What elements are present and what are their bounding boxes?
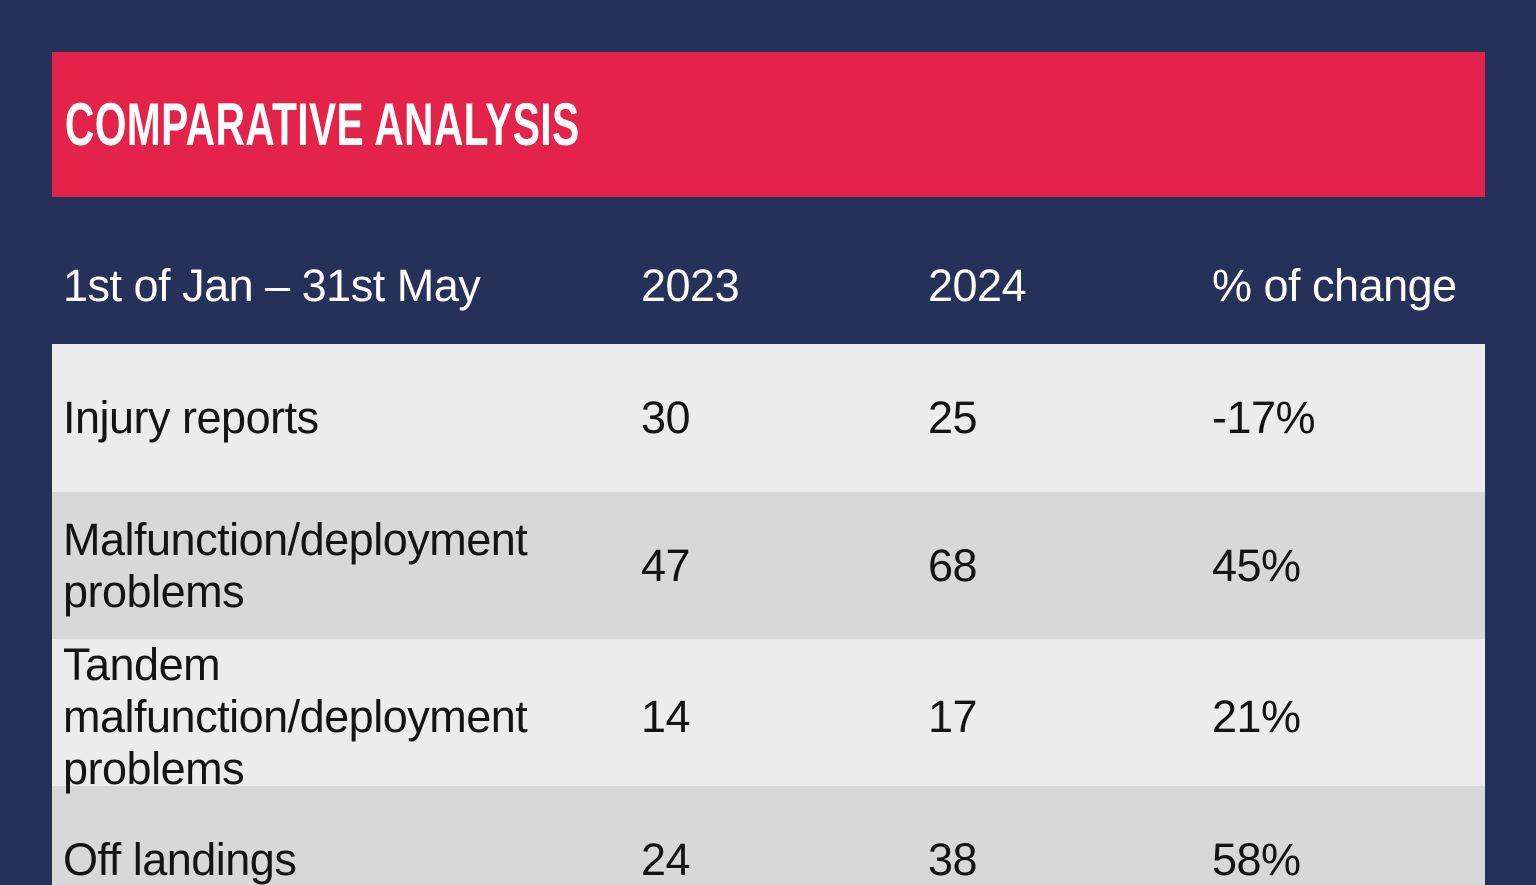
value-2023: 24 bbox=[641, 833, 691, 885]
value-2023: 14 bbox=[641, 691, 691, 742]
column-header-period: 1st of Jan – 31st May bbox=[63, 260, 481, 311]
value-2024: 17 bbox=[928, 691, 978, 742]
page-title: COMPARATIVE ANALYSIS bbox=[64, 91, 580, 158]
value-percent-change: -17% bbox=[1212, 392, 1316, 443]
row-label: Tandem malfunction/deployment problems bbox=[63, 639, 528, 794]
title-banner: COMPARATIVE ANALYSIS bbox=[52, 52, 1485, 197]
value-percent-change: 21% bbox=[1212, 691, 1301, 742]
column-header-percent-change: % of change bbox=[1212, 260, 1457, 311]
value-2023: 47 bbox=[641, 539, 691, 591]
table-row-off-landings: Off landings 24 38 58% bbox=[52, 786, 1485, 885]
value-2024: 38 bbox=[928, 833, 978, 885]
value-2023: 30 bbox=[641, 392, 691, 443]
column-header-2024: 2024 bbox=[928, 260, 1027, 311]
column-header-2023: 2023 bbox=[641, 260, 740, 311]
row-label: Off landings bbox=[63, 833, 297, 885]
row-label: Malfunction/deployment problems bbox=[63, 513, 528, 617]
value-2024: 25 bbox=[928, 392, 978, 443]
table-row-injury-reports: Injury reports 30 25 -17% bbox=[52, 344, 1485, 492]
comparison-table: 1st of Jan – 31st May 2023 2024 % of cha… bbox=[52, 228, 1485, 885]
row-label: Injury reports bbox=[63, 392, 319, 443]
table-row-malfunction-deployment: Malfunction/deployment problems 47 68 45… bbox=[52, 492, 1485, 639]
table-header-row: 1st of Jan – 31st May 2023 2024 % of cha… bbox=[52, 228, 1485, 344]
value-2024: 68 bbox=[928, 539, 978, 591]
value-percent-change: 45% bbox=[1212, 539, 1301, 591]
value-percent-change: 58% bbox=[1212, 833, 1301, 885]
table-row-tandem-malfunction: Tandem malfunction/deployment problems 1… bbox=[52, 639, 1485, 794]
